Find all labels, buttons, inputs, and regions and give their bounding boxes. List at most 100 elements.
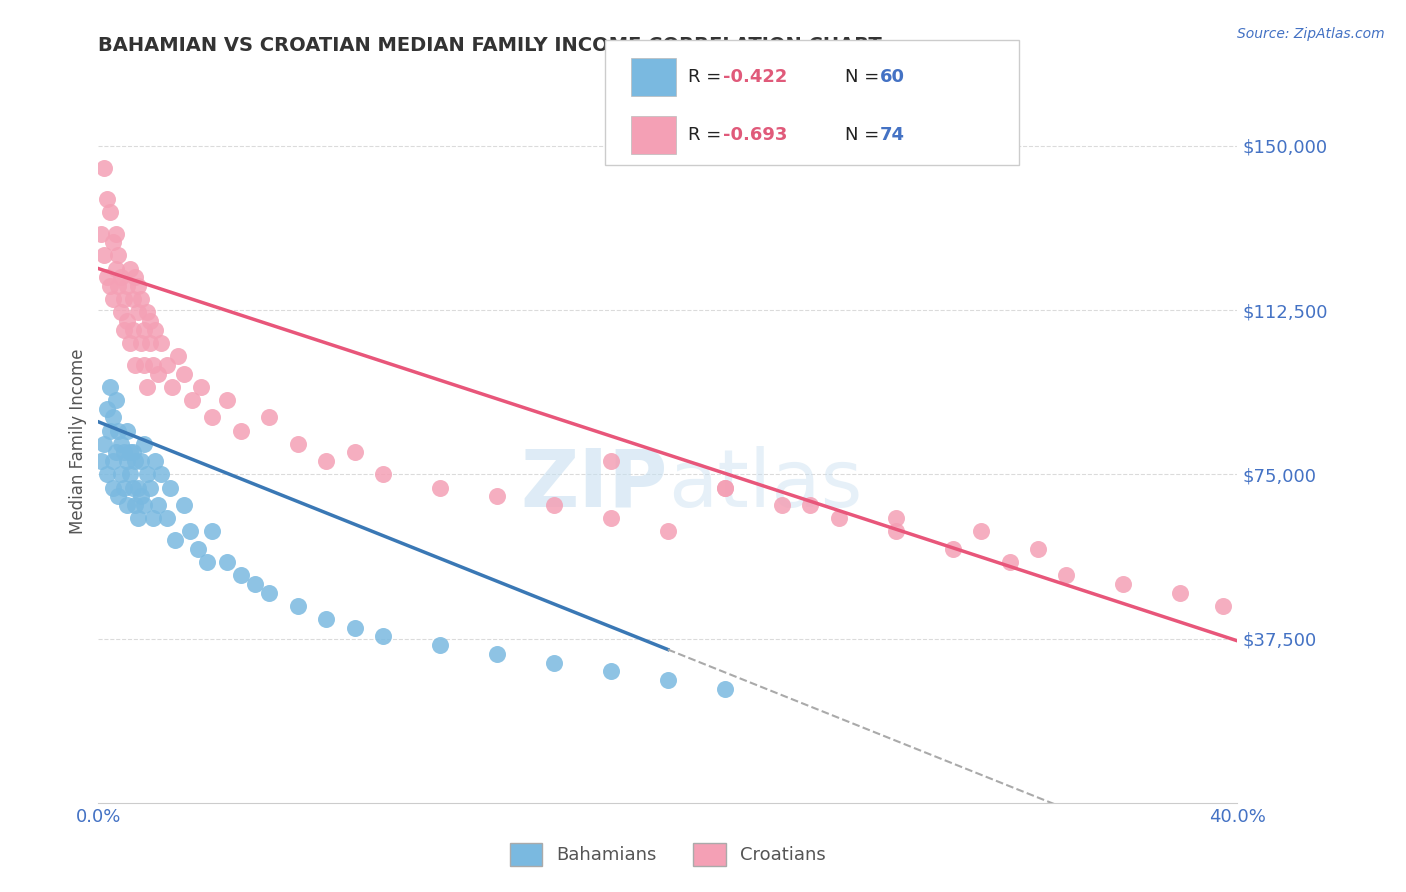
Point [259,410,281,425]
Point [179,524,201,539]
Point [799,498,821,512]
Point [110,305,132,319]
Point [127,305,149,319]
Point [98,424,121,438]
Point [201,524,224,539]
Point [373,629,395,643]
Point [429,481,451,495]
Point [315,612,337,626]
Point [135,467,157,482]
Point [195,555,218,569]
Point [714,681,737,696]
Point [127,279,149,293]
Point [543,656,565,670]
Point [135,380,157,394]
Point [243,577,266,591]
Point [112,292,135,306]
Point [107,248,129,262]
Point [187,541,209,556]
Point [115,454,138,468]
Point [159,481,181,495]
Point [110,270,132,285]
Point [98,380,121,394]
Point [138,314,160,328]
Point [112,445,135,459]
Text: Source: ZipAtlas.com: Source: ZipAtlas.com [1237,27,1385,41]
Point [129,454,152,468]
Point [96,467,118,482]
Point [884,524,907,539]
Point [259,585,281,599]
Text: N =: N = [845,126,884,144]
Point [714,481,737,495]
Point [104,227,127,241]
Point [600,665,623,679]
Point [970,524,993,539]
Point [287,599,309,613]
Point [770,498,793,512]
Y-axis label: Median Family Income: Median Family Income [69,349,87,534]
Point [138,336,160,351]
Point [884,511,907,525]
Point [107,424,129,438]
Point [127,511,149,525]
Point [101,454,124,468]
Legend: Bahamians, Croatians: Bahamians, Croatians [502,836,834,873]
Point [110,467,132,482]
Point [156,358,179,372]
Point [98,204,121,219]
Point [714,481,737,495]
Point [600,511,623,525]
Point [121,445,143,459]
Point [150,467,173,482]
Point [118,261,141,276]
Point [101,481,124,495]
Point [229,424,252,438]
Point [129,292,152,306]
Point [162,380,184,394]
Point [104,261,127,276]
Point [145,323,167,337]
Point [118,336,141,351]
Point [118,445,141,459]
Point [828,511,851,525]
Point [90,227,112,241]
Point [129,336,152,351]
Point [343,621,366,635]
Point [343,445,366,459]
Point [486,489,509,503]
Point [315,454,337,468]
Point [96,192,118,206]
Point [124,270,146,285]
Point [101,292,124,306]
Point [486,647,509,661]
Point [998,555,1021,569]
Point [148,367,170,381]
Point [124,498,146,512]
Point [101,410,124,425]
Point [156,511,179,525]
Point [657,673,679,688]
Point [167,349,190,363]
Text: 74: 74 [880,126,905,144]
Point [190,380,212,394]
Point [373,467,395,482]
Point [129,489,152,503]
Point [201,410,224,425]
Point [287,436,309,450]
Point [115,314,138,328]
Point [112,481,135,495]
Text: R =: R = [688,68,727,86]
Point [121,323,143,337]
Point [215,392,238,407]
Point [165,533,187,547]
Point [124,454,146,468]
Point [215,555,238,569]
Point [1056,568,1078,582]
Point [150,336,173,351]
Point [942,541,965,556]
Text: N =: N = [845,68,884,86]
Point [148,498,170,512]
Point [112,323,135,337]
Text: -0.693: -0.693 [723,126,787,144]
